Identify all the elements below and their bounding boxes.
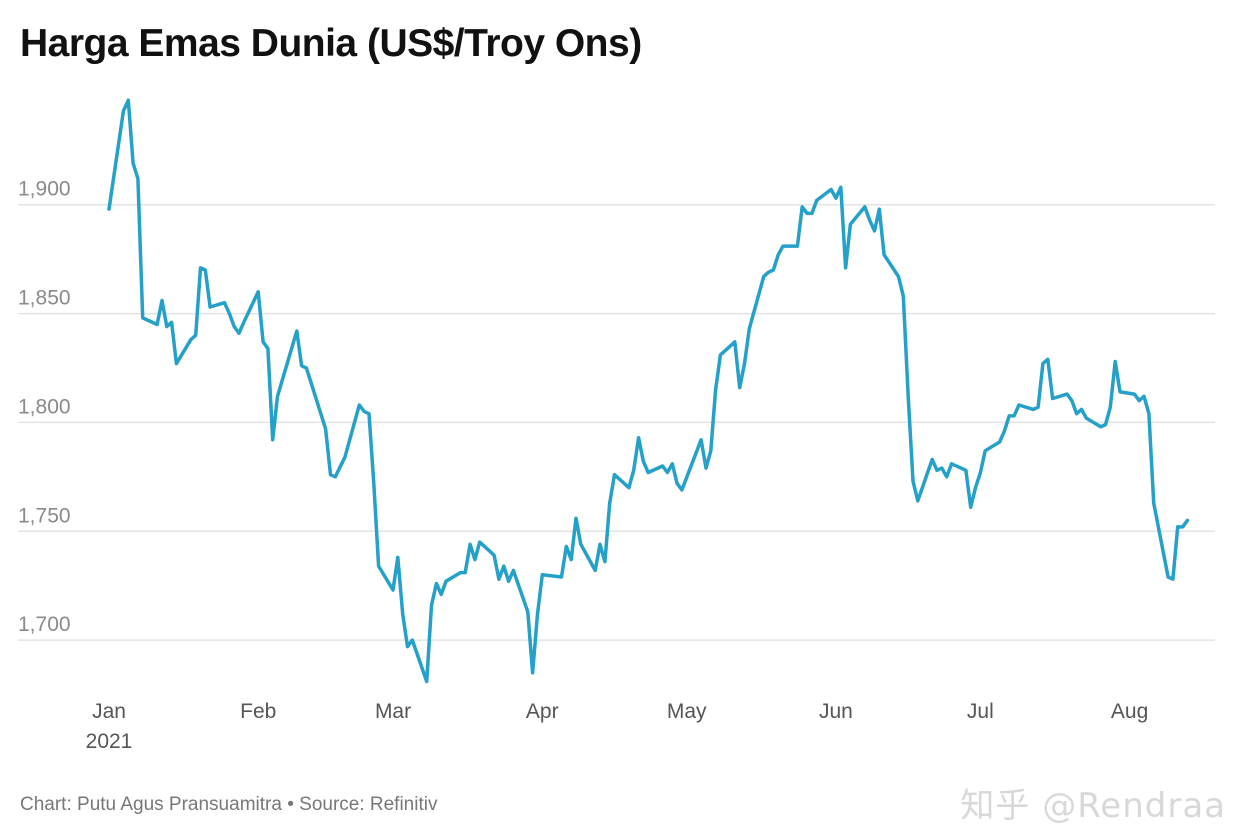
chart-title: Harga Emas Dunia (US$/Troy Ons) (20, 22, 642, 65)
x-tick-sublabel-year: 2021 (86, 730, 133, 753)
chart-credit: Chart: Putu Agus Pransuamitra (20, 794, 282, 815)
y-tick-label-1800: 1,800 (18, 395, 71, 418)
y-tick-label-1850: 1,850 (18, 287, 71, 310)
x-tick-label-aug: Aug (1111, 700, 1148, 723)
x-tick-label-jun: Jun (819, 700, 853, 723)
x-tick-label-apr: Apr (526, 700, 559, 723)
x-tick-label-may: May (667, 700, 707, 723)
x-tick-label-jul: Jul (967, 700, 994, 723)
grid-lines (18, 203, 1215, 641)
x-tick-label-jan: Jan (92, 700, 126, 723)
x-tick-label-feb: Feb (240, 700, 276, 723)
series-group (107, 98, 1190, 684)
y-tick-label-1750: 1,750 (18, 504, 71, 527)
chart-source: Source: Refinitiv (299, 794, 438, 815)
x-axis: Jan 2021 Feb Mar Apr May Jun Jul Aug (86, 700, 1149, 753)
x-tick-label-mar: Mar (375, 700, 411, 723)
y-tick-label-1900: 1,900 (18, 178, 71, 201)
series-line-0 (107, 98, 1190, 684)
y-tick-label-1700: 1,700 (18, 613, 71, 636)
y-axis: 1,700 1,750 1,800 1,850 1,900 (18, 178, 71, 636)
line-chart: 1,700 1,750 1,800 1,850 1,900 Jan 2021 Feb Mar A… (18, 98, 1215, 753)
watermark: 知乎 @Rendraa (960, 786, 1226, 826)
chart-footer: Chart: Putu Agus Pransuamitra • Source: … (20, 794, 437, 816)
footer-separator: • (287, 794, 294, 815)
